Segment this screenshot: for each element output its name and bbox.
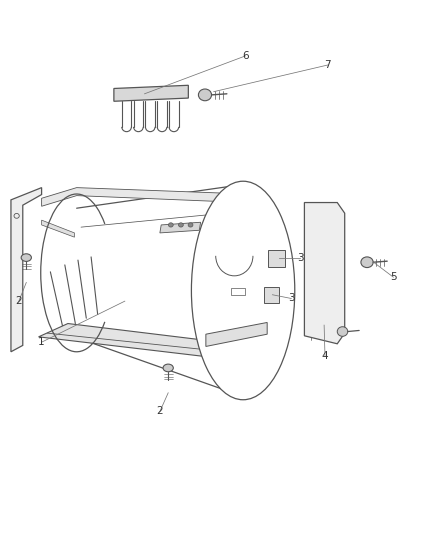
Text: 3: 3 — [297, 253, 304, 263]
Text: 7: 7 — [324, 60, 331, 70]
Polygon shape — [11, 188, 42, 352]
Polygon shape — [39, 324, 247, 358]
Text: 4: 4 — [321, 351, 328, 361]
FancyBboxPatch shape — [268, 250, 285, 266]
Polygon shape — [42, 188, 230, 212]
Polygon shape — [304, 203, 345, 344]
Ellipse shape — [21, 254, 32, 261]
Text: 2: 2 — [156, 407, 163, 416]
Ellipse shape — [168, 223, 173, 227]
Ellipse shape — [337, 327, 348, 336]
Ellipse shape — [361, 257, 373, 268]
FancyBboxPatch shape — [264, 287, 279, 303]
Polygon shape — [160, 222, 201, 233]
Text: 1: 1 — [38, 337, 45, 347]
Ellipse shape — [178, 223, 183, 227]
Ellipse shape — [191, 181, 295, 400]
Text: 6: 6 — [242, 51, 249, 61]
Ellipse shape — [163, 364, 173, 372]
Ellipse shape — [198, 89, 212, 101]
Polygon shape — [42, 220, 74, 237]
Text: 5: 5 — [390, 272, 397, 282]
Text: 3: 3 — [288, 294, 295, 303]
Ellipse shape — [188, 223, 193, 227]
Polygon shape — [206, 322, 267, 346]
Text: 2: 2 — [15, 296, 22, 306]
Polygon shape — [114, 85, 188, 101]
